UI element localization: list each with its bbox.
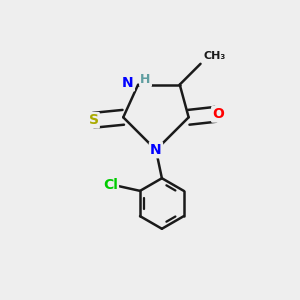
Text: Cl: Cl <box>103 178 118 192</box>
Text: S: S <box>88 113 98 127</box>
Text: N: N <box>150 143 162 157</box>
Text: CH₃: CH₃ <box>203 51 226 61</box>
Text: O: O <box>212 107 224 121</box>
Text: N: N <box>122 76 134 90</box>
Text: H: H <box>140 73 151 86</box>
